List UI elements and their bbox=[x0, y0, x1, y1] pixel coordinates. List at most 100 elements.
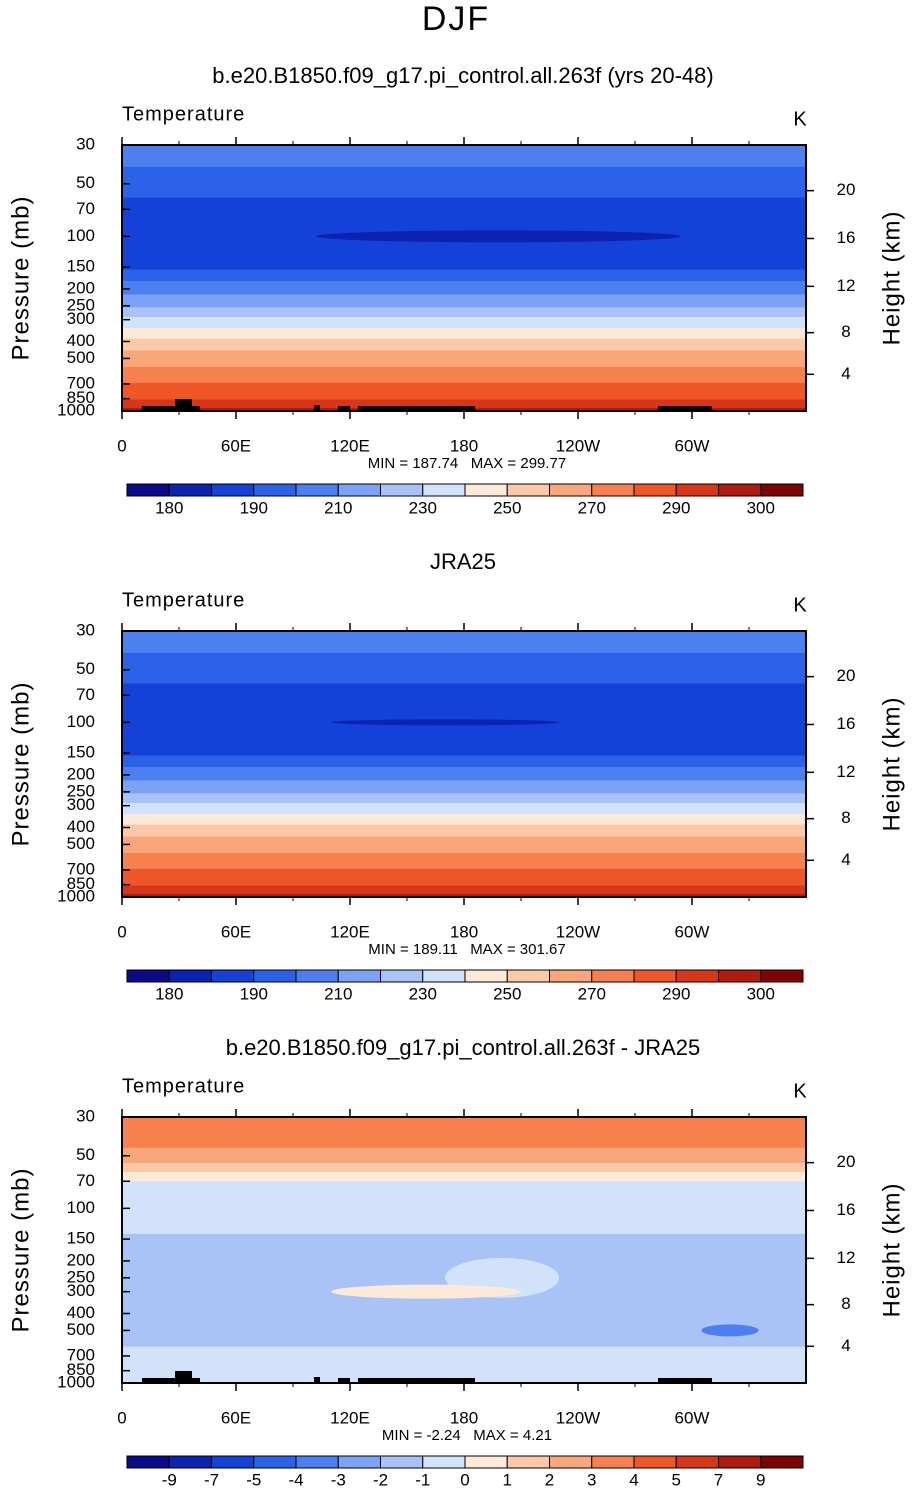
y-tick-label: 200 bbox=[67, 1250, 95, 1269]
contour-fill bbox=[122, 145, 806, 168]
y-tick-label: 500 bbox=[67, 348, 95, 367]
colorbar-label: 4 bbox=[629, 1470, 638, 1489]
y2-tick-label: 12 bbox=[837, 1248, 856, 1267]
colorbar-label: 300 bbox=[747, 498, 775, 517]
colorbar-label: 230 bbox=[409, 498, 437, 517]
min-max-part: 4.21 bbox=[523, 1427, 552, 1444]
y-tick-label: 200 bbox=[67, 278, 95, 297]
y2-tick-label: 16 bbox=[837, 228, 856, 247]
y-tick-label: 150 bbox=[67, 257, 95, 276]
x-tick-label: 120W bbox=[556, 1408, 600, 1427]
contour-fill bbox=[122, 836, 806, 854]
contour-field bbox=[122, 145, 806, 411]
colorbar-box bbox=[337, 969, 381, 983]
colorbar-box bbox=[591, 1455, 635, 1469]
contour-fill bbox=[122, 280, 806, 295]
y-tick-label: 70 bbox=[76, 685, 95, 704]
contour-fill bbox=[122, 824, 806, 837]
y2-tick-label: 4 bbox=[841, 850, 850, 869]
contour-fill bbox=[315, 230, 681, 243]
colorbar-label: -9 bbox=[162, 1470, 177, 1489]
colorbar-box bbox=[422, 969, 466, 983]
colorbar-label: 180 bbox=[155, 498, 183, 517]
contour-fill bbox=[122, 868, 806, 887]
y-tick-label: 700 bbox=[67, 373, 95, 392]
y-tick-label: 250 bbox=[67, 1267, 95, 1286]
x-tick-label: 0 bbox=[117, 1408, 126, 1427]
y2-tick-label: 20 bbox=[837, 180, 856, 199]
colorbar-box bbox=[126, 969, 170, 983]
y-tick-label: 500 bbox=[67, 834, 95, 853]
y2-axis-label: Height (km) bbox=[878, 1182, 905, 1317]
y-tick-label: 300 bbox=[67, 1281, 95, 1300]
min-max-part: MIN = bbox=[368, 941, 409, 958]
colorbar-label: 5 bbox=[672, 1470, 681, 1489]
variable-label: Temperature bbox=[122, 103, 245, 125]
y2-tick-label: 16 bbox=[837, 714, 856, 733]
y2-tick-label: 16 bbox=[837, 1200, 856, 1219]
terrain-mask bbox=[358, 1378, 475, 1383]
min-max: MIN = 189.11 MAX = 301.67 bbox=[368, 941, 565, 958]
y-tick-label: 50 bbox=[76, 1145, 95, 1164]
y-axis-label: Pressure (mb) bbox=[7, 195, 34, 360]
colorbar-label: 210 bbox=[324, 498, 352, 517]
colorbar-label: 0 bbox=[460, 1470, 469, 1489]
colorbar-box bbox=[168, 1455, 212, 1469]
y-tick-label: 250 bbox=[67, 781, 95, 800]
x-tick-label: 180 bbox=[450, 922, 478, 941]
min-max-part: MIN = bbox=[382, 1427, 423, 1444]
y2-tick-label: 20 bbox=[837, 1152, 856, 1171]
colorbar-label: -5 bbox=[246, 1470, 261, 1489]
units-label: K bbox=[793, 1080, 807, 1102]
colorbar-box bbox=[168, 969, 212, 983]
y-tick-label: 1000 bbox=[57, 1372, 95, 1391]
y2-tick-label: 12 bbox=[837, 762, 856, 781]
y-tick-label: 700 bbox=[67, 859, 95, 878]
variable-label: Temperature bbox=[122, 589, 245, 611]
contour-fill bbox=[122, 780, 806, 794]
y-tick-label: 400 bbox=[67, 1303, 95, 1322]
colorbar-box bbox=[718, 1455, 762, 1469]
colorbar-label: 190 bbox=[240, 498, 268, 517]
contour-fill bbox=[122, 885, 806, 895]
colorbar-box bbox=[675, 1455, 719, 1469]
colorbar-box bbox=[591, 483, 635, 497]
colorbar-label: 250 bbox=[493, 498, 521, 517]
colorbar-box bbox=[464, 483, 508, 497]
colorbar-label: 190 bbox=[240, 984, 268, 1003]
y-tick-label: 250 bbox=[67, 295, 95, 314]
terrain-mask bbox=[658, 406, 712, 411]
y-tick-label: 1000 bbox=[57, 400, 95, 419]
colorbar-box bbox=[253, 483, 297, 497]
colorbar-box bbox=[760, 1455, 804, 1469]
colorbar-box bbox=[380, 969, 424, 983]
y-tick-label: 400 bbox=[67, 331, 95, 350]
colorbar-box bbox=[464, 1455, 508, 1469]
x-tick-label: 60E bbox=[221, 922, 251, 941]
x-tick-label: 120W bbox=[556, 922, 600, 941]
min-max-part: 187.74 bbox=[412, 455, 458, 472]
y-tick-label: 850 bbox=[67, 1360, 95, 1379]
contour-fill bbox=[122, 1117, 806, 1149]
units-label: K bbox=[793, 594, 807, 616]
y-tick-label: 500 bbox=[67, 1320, 95, 1339]
panel-title: JRA25 bbox=[430, 549, 496, 574]
contour-fill bbox=[122, 755, 806, 768]
y-axis-label: Pressure (mb) bbox=[7, 1167, 34, 1332]
figure-title: DJF bbox=[422, 0, 490, 38]
x-tick-label: 0 bbox=[117, 922, 126, 941]
terrain-mask bbox=[658, 1378, 712, 1383]
colorbar-box bbox=[126, 1455, 170, 1469]
contour-fill bbox=[122, 166, 806, 199]
terrain-mask bbox=[338, 1378, 350, 1383]
contour-fill bbox=[122, 1346, 806, 1383]
colorbar-box bbox=[506, 1455, 550, 1469]
colorbar-box bbox=[211, 483, 255, 497]
colorbar-box bbox=[464, 969, 508, 983]
x-tick-label: 60E bbox=[221, 1408, 251, 1427]
y-tick-label: 400 bbox=[67, 817, 95, 836]
y2-axis-label: Height (km) bbox=[878, 210, 905, 345]
y2-tick-label: 20 bbox=[837, 666, 856, 685]
colorbar-label: -4 bbox=[288, 1470, 303, 1489]
